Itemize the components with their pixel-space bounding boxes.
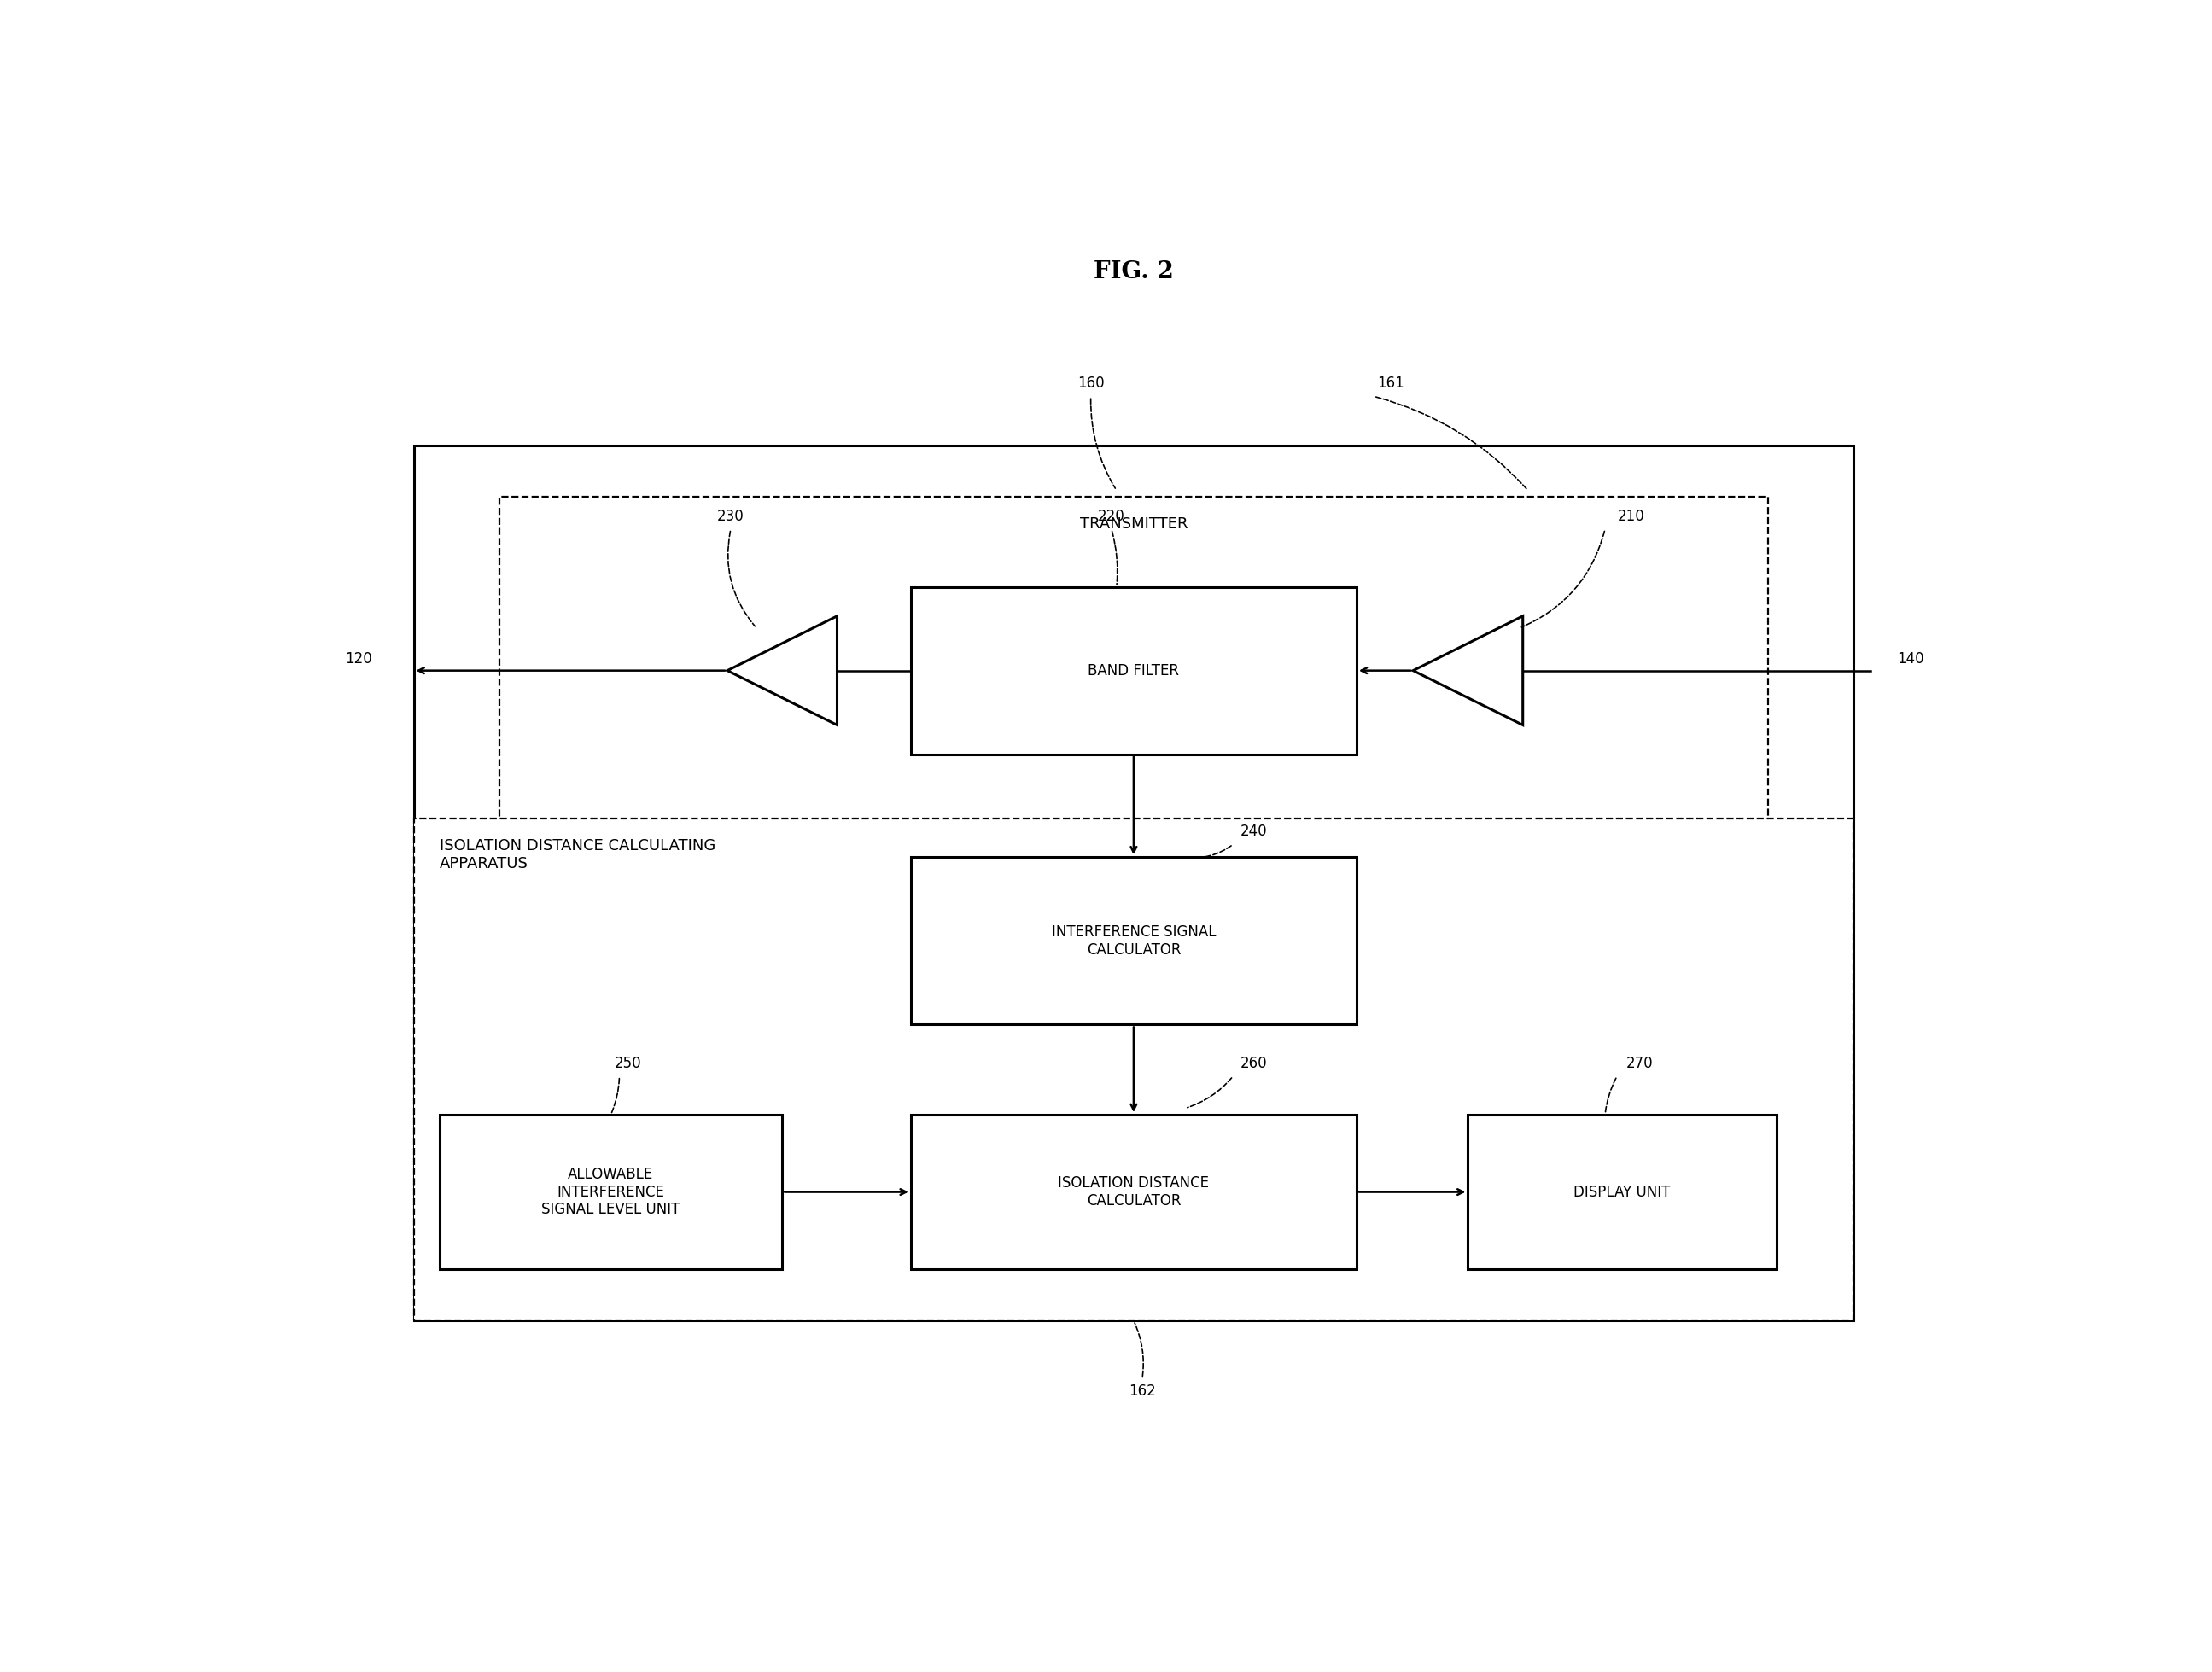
Text: 250: 250 [615,1055,641,1070]
Text: FIG. 2: FIG. 2 [1093,259,1175,283]
Text: DISPLAY UNIT: DISPLAY UNIT [1573,1184,1670,1199]
Text: TRANSMITTER: TRANSMITTER [1079,517,1188,532]
Text: ALLOWABLE
INTERFERENCE
SIGNAL LEVEL UNIT: ALLOWABLE INTERFERENCE SIGNAL LEVEL UNIT [542,1167,679,1217]
Text: 162: 162 [1128,1384,1157,1399]
Text: 260: 260 [1241,1055,1267,1070]
FancyArrowPatch shape [1376,396,1526,488]
Bar [911,587,1356,754]
Text: ISOLATION DISTANCE
CALCULATOR: ISOLATION DISTANCE CALCULATOR [1057,1175,1210,1209]
Bar [414,819,1854,1321]
FancyArrowPatch shape [1135,1323,1144,1376]
FancyArrowPatch shape [613,1078,619,1112]
FancyArrowPatch shape [728,532,754,627]
FancyArrowPatch shape [1522,532,1604,627]
Text: 220: 220 [1097,508,1126,523]
Text: 161: 161 [1378,376,1405,391]
FancyArrowPatch shape [1606,1078,1617,1112]
Text: INTERFERENCE SIGNAL
CALCULATOR: INTERFERENCE SIGNAL CALCULATOR [1051,925,1217,958]
Bar [911,858,1356,1025]
FancyArrowPatch shape [1091,398,1115,488]
Text: 120: 120 [345,652,372,667]
FancyArrowPatch shape [1188,846,1232,858]
Text: 160: 160 [1077,376,1104,391]
Text: 230: 230 [717,508,745,523]
Text: 240: 240 [1241,824,1267,839]
FancyArrowPatch shape [1113,532,1117,585]
Text: ISOLATION DISTANCE CALCULATING
APPARATUS: ISOLATION DISTANCE CALCULATING APPARATUS [440,838,714,871]
Text: 210: 210 [1617,508,1644,523]
Text: BAND FILTER: BAND FILTER [1088,662,1179,679]
Bar [1469,1115,1776,1269]
Bar [414,445,1854,1321]
Bar [911,1115,1356,1269]
Text: 270: 270 [1626,1055,1652,1070]
FancyArrowPatch shape [1188,1078,1232,1107]
Text: 140: 140 [1896,652,1924,667]
Bar [500,497,1767,844]
Bar [440,1115,783,1269]
